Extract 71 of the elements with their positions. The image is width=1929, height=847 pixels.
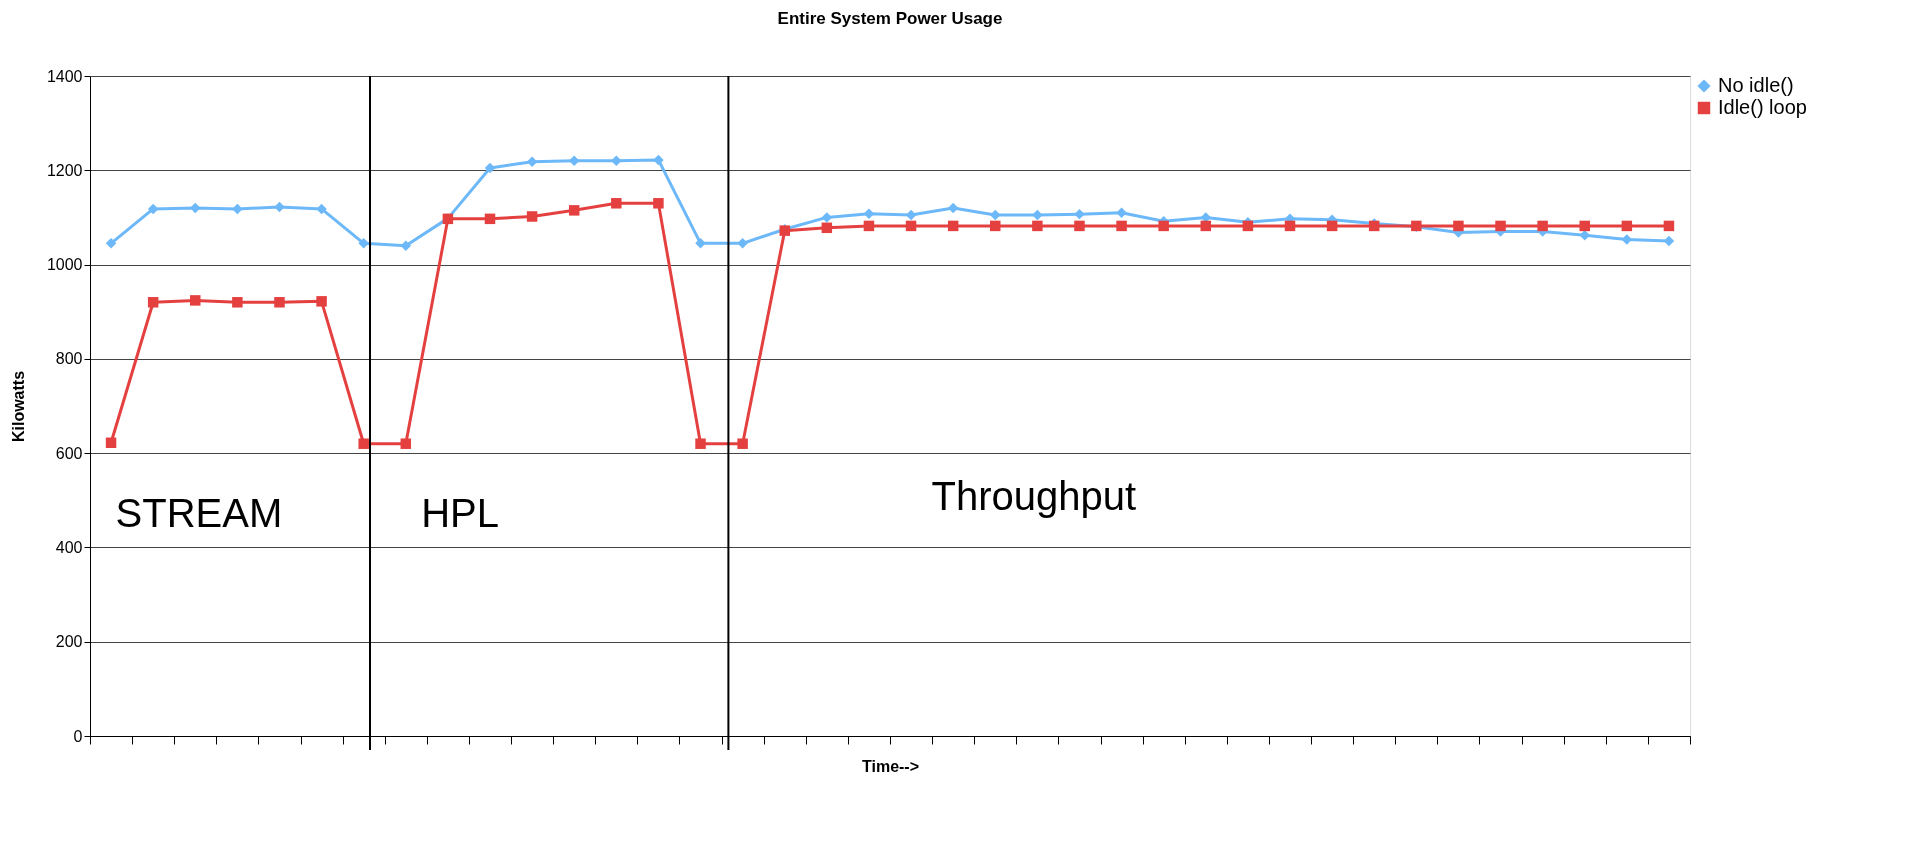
point: [358, 238, 369, 249]
point: [1326, 220, 1338, 232]
point: [316, 296, 327, 307]
point: [1116, 220, 1127, 232]
point: [568, 205, 580, 216]
point: [147, 203, 159, 215]
annotation: HPL: [421, 490, 500, 535]
point: [105, 437, 117, 449]
point: [1579, 220, 1590, 232]
y-tick-label: 200: [55, 633, 83, 651]
point: [653, 154, 664, 166]
point: [1579, 230, 1590, 241]
point: [105, 238, 117, 249]
point: [863, 220, 875, 232]
annotation: Throughput: [931, 474, 1137, 519]
point: [947, 202, 959, 214]
point: [863, 208, 875, 219]
point: [1621, 220, 1633, 232]
point: [232, 203, 243, 215]
point: [611, 155, 622, 167]
y-tick-label: 400: [55, 538, 83, 556]
point: [1200, 220, 1212, 232]
point: [1284, 220, 1296, 232]
legend-label: Idle() loop: [1718, 96, 1807, 118]
point: [1074, 220, 1085, 232]
point: [1663, 220, 1675, 232]
point: [274, 201, 285, 213]
point: [1621, 234, 1633, 245]
point: [1158, 220, 1169, 232]
point: [232, 297, 243, 308]
point: [526, 211, 538, 222]
point: [484, 162, 496, 174]
point: [190, 202, 201, 214]
point: [990, 209, 1001, 221]
point: [1495, 220, 1506, 232]
point: [1537, 220, 1548, 232]
y-tick-label: 600: [55, 444, 83, 462]
y-tick-label: 0: [73, 727, 83, 745]
point: [737, 438, 748, 449]
point: [695, 438, 706, 449]
point: [274, 297, 285, 308]
point: [1242, 220, 1254, 232]
y-tick-label: 1000: [46, 256, 83, 274]
point: [653, 198, 664, 209]
y-tick-label: 800: [55, 350, 83, 368]
point: [1116, 207, 1127, 218]
point: [737, 238, 748, 249]
x-axis-title: Time-->: [861, 758, 920, 775]
point: [358, 438, 369, 449]
point: [1032, 209, 1043, 221]
point: [316, 203, 327, 215]
point: [905, 220, 917, 232]
point: [821, 212, 833, 223]
point: [147, 297, 159, 308]
point: [611, 198, 622, 209]
point: [821, 222, 833, 234]
point: [400, 438, 412, 449]
point: [1074, 208, 1085, 220]
point: [1032, 220, 1043, 232]
point: [190, 295, 201, 306]
point: [695, 238, 706, 249]
y-tick-label: 1400: [46, 67, 83, 85]
point: [484, 213, 496, 225]
point: [1453, 220, 1464, 232]
legend-label: No idle(): [1718, 74, 1794, 96]
chart-title: Entire System Power Usage: [777, 9, 1003, 28]
y-axis-title: Kilowatts: [9, 370, 27, 443]
point: [990, 220, 1001, 232]
annotation: STREAM: [115, 490, 283, 535]
point: [947, 220, 959, 232]
y-tick-label: 1200: [46, 161, 83, 179]
